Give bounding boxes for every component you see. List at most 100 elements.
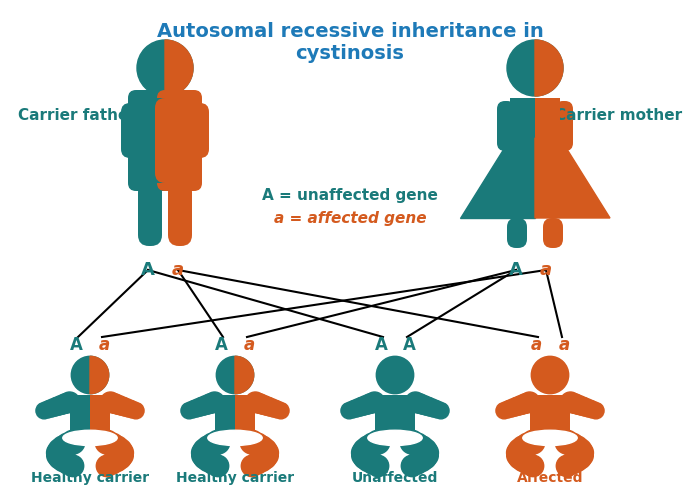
Circle shape: [341, 403, 357, 419]
Circle shape: [365, 392, 385, 412]
Circle shape: [584, 401, 601, 418]
Circle shape: [191, 398, 209, 416]
Circle shape: [366, 430, 390, 454]
Circle shape: [405, 433, 429, 456]
Ellipse shape: [523, 430, 578, 446]
Circle shape: [108, 395, 127, 414]
Text: A: A: [69, 336, 83, 354]
FancyBboxPatch shape: [157, 90, 202, 191]
Circle shape: [410, 436, 433, 459]
Circle shape: [127, 403, 144, 419]
Circle shape: [197, 395, 217, 414]
Circle shape: [61, 430, 85, 454]
Bar: [90, 395, 111, 438]
Circle shape: [47, 441, 69, 464]
Text: Autosomal recessive inheritance in: Autosomal recessive inheritance in: [157, 22, 543, 41]
Circle shape: [240, 430, 264, 454]
Circle shape: [569, 447, 591, 469]
Circle shape: [433, 403, 449, 419]
Circle shape: [100, 392, 120, 412]
Bar: [165, 98, 194, 183]
Text: Healthy carrier: Healthy carrier: [176, 471, 294, 485]
Text: A: A: [141, 261, 155, 279]
Circle shape: [507, 441, 529, 464]
Circle shape: [351, 398, 369, 416]
Text: a: a: [99, 336, 110, 354]
Text: A: A: [509, 261, 523, 279]
Circle shape: [188, 400, 205, 417]
Circle shape: [120, 400, 137, 417]
Circle shape: [137, 40, 193, 96]
Circle shape: [250, 436, 274, 459]
Circle shape: [570, 444, 594, 467]
Circle shape: [71, 356, 108, 394]
Circle shape: [256, 444, 279, 467]
Text: A: A: [374, 336, 387, 354]
Circle shape: [192, 441, 214, 464]
Bar: [163, 98, 167, 183]
Circle shape: [516, 433, 540, 456]
Circle shape: [246, 433, 269, 456]
Circle shape: [509, 447, 531, 469]
Circle shape: [56, 433, 80, 456]
Bar: [550, 395, 570, 438]
FancyBboxPatch shape: [543, 218, 563, 248]
Circle shape: [354, 397, 373, 415]
Bar: [510, 98, 535, 138]
Circle shape: [421, 398, 439, 416]
Circle shape: [351, 444, 374, 467]
Circle shape: [565, 436, 589, 459]
Text: a: a: [559, 336, 570, 354]
Circle shape: [46, 398, 64, 416]
Circle shape: [401, 455, 423, 477]
Circle shape: [201, 433, 225, 456]
Text: a: a: [244, 336, 255, 354]
Circle shape: [357, 450, 379, 472]
Circle shape: [112, 397, 131, 415]
Circle shape: [516, 394, 536, 413]
Circle shape: [506, 398, 524, 416]
Circle shape: [52, 395, 72, 414]
Polygon shape: [535, 138, 610, 218]
Text: Healthy carrier: Healthy carrier: [31, 471, 149, 485]
Circle shape: [47, 444, 69, 467]
Polygon shape: [165, 40, 193, 96]
Circle shape: [101, 433, 124, 456]
Circle shape: [531, 356, 568, 394]
Circle shape: [507, 40, 563, 96]
Circle shape: [348, 400, 365, 417]
Circle shape: [201, 394, 221, 413]
Circle shape: [39, 401, 56, 418]
Circle shape: [568, 439, 592, 461]
Circle shape: [429, 401, 446, 418]
Circle shape: [109, 447, 132, 469]
Circle shape: [362, 453, 384, 474]
Circle shape: [246, 453, 268, 474]
Circle shape: [570, 441, 594, 464]
FancyBboxPatch shape: [155, 98, 194, 183]
FancyBboxPatch shape: [507, 218, 527, 248]
Circle shape: [56, 394, 76, 413]
Ellipse shape: [63, 430, 117, 446]
Circle shape: [344, 401, 361, 418]
Text: a: a: [172, 261, 184, 279]
FancyBboxPatch shape: [189, 103, 209, 158]
Polygon shape: [235, 356, 253, 394]
Circle shape: [416, 444, 438, 467]
Circle shape: [254, 447, 276, 469]
Text: Carrier father: Carrier father: [18, 108, 136, 123]
FancyBboxPatch shape: [138, 181, 162, 246]
Circle shape: [510, 397, 528, 415]
Circle shape: [57, 453, 78, 474]
Circle shape: [517, 453, 538, 474]
Bar: [235, 395, 256, 438]
Circle shape: [265, 400, 282, 417]
Text: cystinosis: cystinosis: [295, 44, 405, 63]
Circle shape: [499, 401, 516, 418]
Circle shape: [512, 395, 532, 414]
Circle shape: [521, 430, 545, 454]
Circle shape: [48, 439, 71, 461]
FancyBboxPatch shape: [497, 101, 515, 151]
Circle shape: [560, 392, 580, 412]
Circle shape: [60, 392, 80, 412]
